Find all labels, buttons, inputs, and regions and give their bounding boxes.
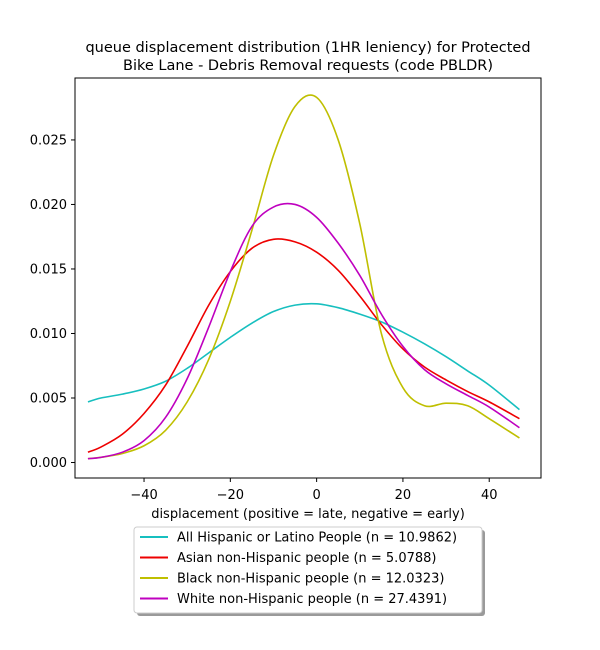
x-tick-label: −40 [130,488,157,503]
x-axis-label: displacement (positive = late, negative … [151,507,465,522]
y-axis: 0.000 0.005 0.010 0.015 0.020 0.025 [30,133,75,471]
x-tick-label: −20 [217,488,244,503]
legend-label-2: Asian non-Hispanic people (n = 5.0788) [177,551,436,566]
legend: All Hispanic or Latino People (n = 10.98… [133,526,485,616]
legend-label-4: White non-Hispanic people (n = 27.4391) [177,592,447,607]
x-tick-label: 0 [312,488,320,503]
x-tick-label: 20 [395,488,412,503]
y-tick-label: 0.010 [30,327,67,342]
plot-frame [74,77,542,479]
series-line-2 [87,238,520,453]
series-line-1 [87,302,520,411]
y-tick-label: 0.015 [30,262,67,277]
x-tick-label: 40 [481,488,498,503]
legend-box [133,526,483,614]
legend-label-3: Black non-Hispanic people (n = 12.0323) [177,572,444,587]
y-tick-label: 0.000 [30,456,67,471]
y-tick-label: 0.025 [30,133,67,148]
y-tick-label: 0.020 [30,198,67,213]
chart-title-line-2: Bike Lane - Debris Removal requests (cod… [123,58,493,74]
legend-entries: All Hispanic or Latino People (n = 10.98… [140,531,457,607]
legend-label-1: All Hispanic or Latino People (n = 10.98… [177,531,457,546]
x-axis: −40 −20 0 20 40 [130,478,497,503]
series-layer [87,94,520,460]
y-tick-label: 0.005 [30,392,67,407]
chart-title-line-1: queue displacement distribution (1HR len… [85,40,530,56]
series-line-4 [87,202,520,460]
series-line-3 [87,94,520,460]
